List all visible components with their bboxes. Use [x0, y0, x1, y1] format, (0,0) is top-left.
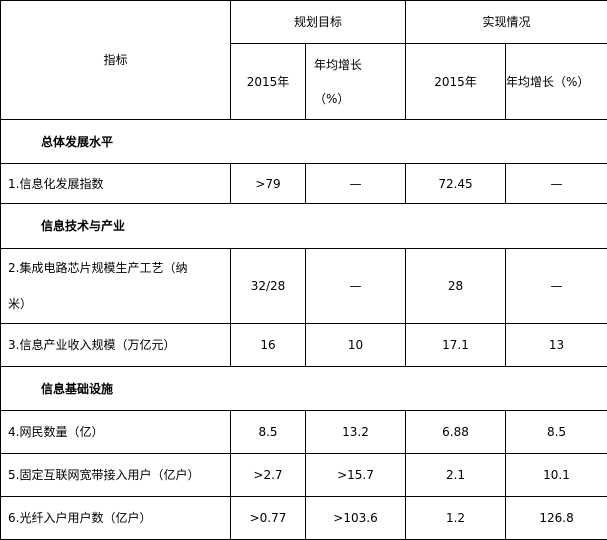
header-actual-growth: 年均增长（%） [505, 43, 607, 120]
plan-growth: — [304, 163, 407, 204]
actual-2015: 1.2 [405, 496, 507, 540]
row-name: 5.固定互联网宽带接入用户（亿户） [0, 453, 231, 497]
plan-2015: 16 [230, 323, 306, 367]
header-plan-growth-line1: 年均增长 [314, 57, 363, 72]
plan-2015: >2.7 [230, 453, 306, 497]
actual-growth: 10.1 [505, 453, 607, 497]
plan-growth: >103.6 [304, 496, 407, 540]
table-row: 5.固定互联网宽带接入用户（亿户） >2.7 >15.7 2.1 10.1 [0, 453, 607, 497]
section-title: 信息技术与产业 [0, 203, 607, 249]
row-name: 6.光纤入户用户数（亿户） [0, 496, 231, 540]
section-title: 信息基础设施 [0, 366, 607, 411]
row-name: 3.信息产业收入规模（万亿元） [0, 323, 231, 367]
table-row: 2.集成电路芯片规模生产工艺（纳 米） 32/28 — 28 — [0, 248, 607, 324]
plan-2015: >79 [230, 163, 306, 204]
section-title: 总体发展水平 [0, 119, 607, 164]
plan-growth: >15.7 [304, 453, 407, 497]
actual-growth: — [505, 248, 607, 324]
actual-growth: 8.5 [505, 410, 607, 454]
header-indicator: 指标 [0, 0, 231, 120]
row-name-line1: 2.集成电路芯片规模生产工艺（纳 [8, 261, 188, 275]
table-row: 4.网民数量（亿） 8.5 13.2 6.88 8.5 [0, 410, 607, 454]
header-actual-year: 2015年 [405, 43, 507, 120]
header-actual-group: 实现情况 [405, 0, 607, 44]
header-plan-year: 2015年 [230, 43, 306, 120]
actual-2015: 17.1 [405, 323, 507, 367]
actual-growth: 126.8 [505, 496, 607, 540]
actual-2015: 2.1 [405, 453, 507, 497]
table-row: 3.信息产业收入规模（万亿元） 16 10 17.1 13 [0, 323, 607, 367]
plan-2015: 8.5 [230, 410, 306, 454]
header-plan-growth: 年均增长 （%） [304, 43, 407, 120]
plan-2015: 32/28 [230, 248, 306, 324]
actual-2015: 72.45 [405, 163, 507, 204]
plan-2015: >0.77 [230, 496, 306, 540]
table-row: 1.信息化发展指数 >79 — 72.45 — [0, 163, 607, 204]
actual-2015: 6.88 [405, 410, 507, 454]
row-name: 4.网民数量（亿） [0, 410, 231, 454]
actual-growth: 13 [505, 323, 607, 367]
plan-growth: 10 [304, 323, 407, 367]
actual-2015: 28 [405, 248, 507, 324]
table-row: 6.光纤入户用户数（亿户） >0.77 >103.6 1.2 126.8 [0, 496, 607, 540]
row-name-line2: 米） [8, 297, 33, 311]
row-name: 2.集成电路芯片规模生产工艺（纳 米） [0, 248, 231, 324]
header-plan-group: 规划目标 [229, 0, 407, 44]
header-plan-growth-line2: （%） [314, 91, 350, 106]
actual-growth: — [505, 163, 607, 204]
row-name: 1.信息化发展指数 [0, 163, 231, 204]
plan-growth: — [304, 248, 407, 324]
plan-growth: 13.2 [304, 410, 407, 454]
